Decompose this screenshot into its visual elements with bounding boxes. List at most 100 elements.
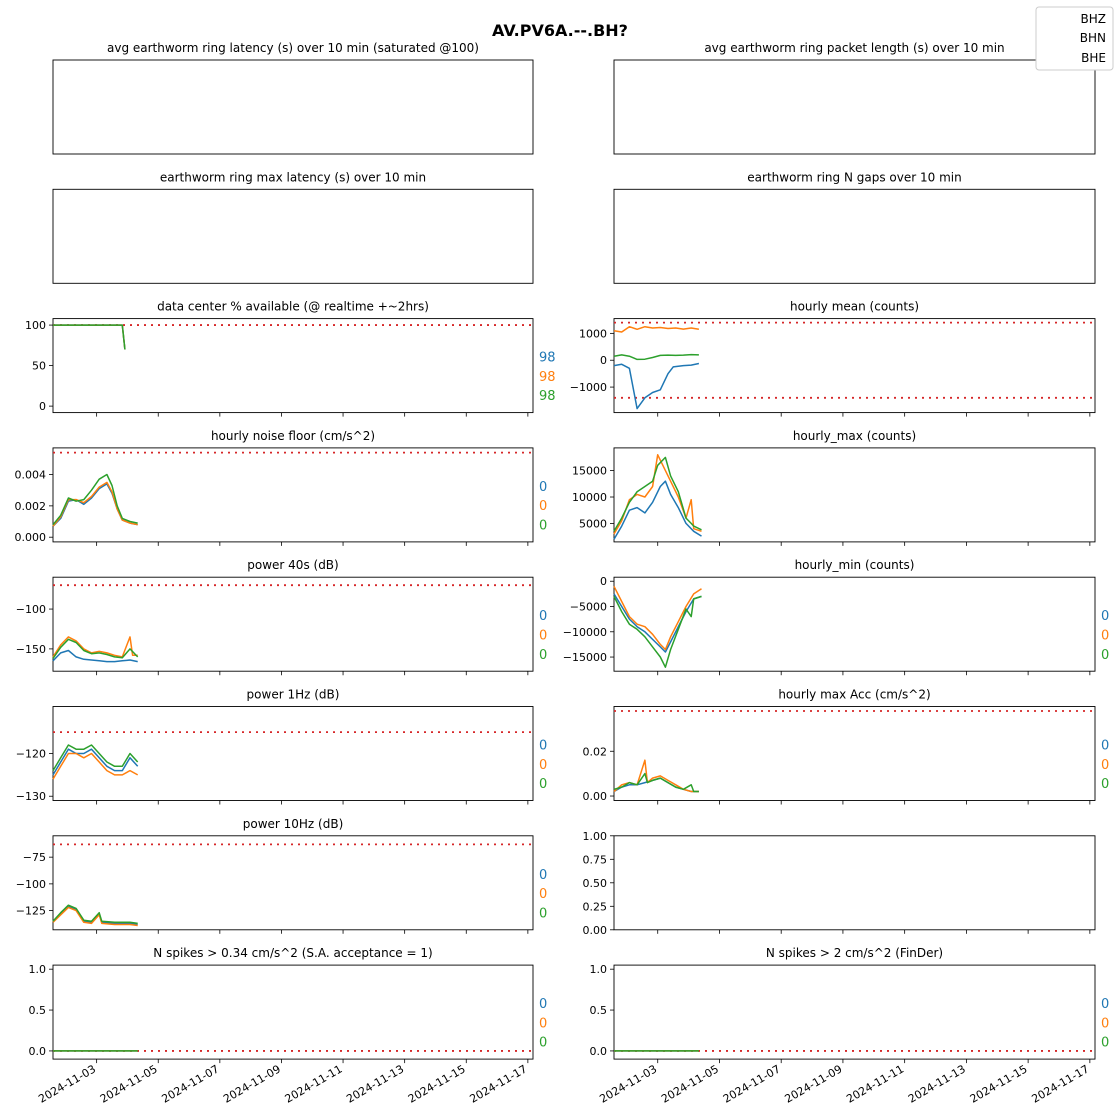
stat-value: 0 (539, 1016, 547, 1031)
stat-value: 0 (539, 480, 547, 495)
series-bhn (613, 759, 699, 793)
y-tick-label: 5000 (579, 517, 607, 530)
y-tick-label: 0.0 (590, 1045, 608, 1058)
x-tick-label: 2024-11-11 (844, 1062, 906, 1105)
panels: avg earthworm ring latency (s) over 10 m… (15, 41, 1110, 1106)
y-tick-label: 100 (25, 319, 46, 332)
stat-value: 98 (539, 351, 556, 366)
panel-power-1hz: power 1Hz (dB) −130 −120 0 0 0 (16, 688, 547, 805)
panel-power-10hz: power 10Hz (dB) −125 −100 −75 0 0 0 (16, 817, 547, 934)
stat-value: 0 (539, 609, 547, 624)
y-tick-label: 1000 (579, 327, 607, 340)
panel-hourly-mean: hourly mean (counts) −1000 0 1000 (570, 300, 1096, 417)
plot-frame (52, 706, 534, 801)
y-tick-label: −75 (23, 851, 46, 864)
panel-title: hourly_max (counts) (793, 429, 916, 443)
y-tick-label: −100 (16, 878, 46, 891)
stat-value: 0 (539, 868, 547, 883)
stat-value: 0 (1101, 648, 1109, 663)
y-tick-label: 0.5 (590, 1004, 608, 1017)
series-bhe (613, 595, 702, 668)
y-tick-label: 0.004 (15, 469, 47, 482)
series-bhe (52, 744, 139, 771)
stat-value: 0 (539, 499, 547, 514)
panel-max-acc: hourly max Acc (cm/s^2) 0.00 0.02 0 0 0 (583, 688, 1109, 805)
legend-entry-bhe: BHE (1081, 51, 1106, 65)
x-tick-label: 2024-11-07 (721, 1062, 783, 1105)
x-tick-label: 2024-11-07 (159, 1062, 221, 1105)
y-tick-label: 0.75 (583, 853, 608, 866)
panel-spikes-034: N spikes > 0.34 cm/s^2 (S.A. acceptance … (29, 946, 548, 1106)
y-tick-label: 0.002 (15, 500, 47, 513)
y-tick-label: 50 (32, 360, 46, 373)
series-bhz (52, 649, 138, 663)
series-bhe (52, 473, 138, 526)
x-tick-label: 2024-11-09 (783, 1062, 845, 1105)
panel-avg-packet: avg earthworm ring packet length (s) ove… (613, 41, 1096, 155)
series-bhe (613, 456, 702, 532)
x-tick-label: 2024-11-03 (597, 1062, 659, 1105)
y-tick-label: −10000 (563, 626, 607, 639)
y-tick-label: 0 (600, 575, 607, 588)
plot-frame (52, 59, 534, 155)
y-tick-label: −100 (16, 603, 46, 616)
panel-title: power 40s (dB) (247, 558, 338, 572)
series-bhn (53, 324, 126, 350)
stat-value: 0 (539, 1036, 547, 1051)
x-tick-label: 2024-11-05 (659, 1062, 721, 1105)
stat-value: 98 (539, 370, 556, 385)
stat-value: 0 (539, 519, 547, 534)
series-bhz (613, 593, 702, 653)
stat-value: 0 (539, 997, 547, 1012)
panel-title: power 10Hz (dB) (243, 817, 344, 831)
y-tick-label: 0.00 (583, 790, 608, 803)
stat-value: 0 (1101, 1016, 1109, 1031)
series-bhz (52, 748, 139, 776)
y-tick-label: 0.0 (29, 1045, 47, 1058)
legend-entry-bhz: BHZ (1081, 12, 1106, 26)
y-tick-label: 1.0 (29, 963, 47, 976)
plot-frame (613, 188, 1096, 284)
y-tick-label: −5000 (570, 601, 607, 614)
series-bhn (613, 454, 702, 535)
y-tick-label: 1.0 (590, 963, 608, 976)
stat-value: 0 (1101, 1036, 1109, 1051)
plot-frame (52, 188, 534, 284)
panel-noise-floor: hourly noise floor (cm/s^2) 0.000 0.002 0.0… (15, 429, 547, 546)
panel-title: hourly mean (counts) (790, 300, 919, 314)
y-tick-label: 15000 (572, 465, 607, 478)
y-tick-label: 0.02 (583, 745, 608, 758)
legend: BHZ BHN BHE (1035, 6, 1114, 71)
stat-value: 0 (1101, 997, 1109, 1012)
y-tick-label: −125 (16, 905, 46, 918)
plot-frame (613, 706, 1096, 801)
stat-value: 98 (539, 389, 556, 404)
panel-blank: 0.00 0.25 0.50 0.75 1.00 (583, 830, 1096, 937)
stat-value: 0 (1101, 777, 1109, 792)
series-bhn (52, 906, 138, 927)
y-tick-label: 10000 (572, 491, 607, 504)
x-tick-label: 2024-11-17 (467, 1062, 529, 1105)
y-tick-label: −150 (16, 643, 46, 656)
series-bhe (613, 772, 699, 793)
series-bhe (613, 353, 699, 361)
stat-value: 0 (539, 758, 547, 773)
series-bhe (52, 638, 139, 659)
plot-frame (52, 318, 534, 414)
panel-power-40s: power 40s (dB) −150 −100 0 0 0 (16, 558, 547, 676)
stat-value: 0 (539, 887, 547, 902)
y-tick-label: −130 (16, 790, 46, 803)
panel-spikes-2: N spikes > 2 cm/s^2 (FinDer) 0.0 0.5 1.0 202… (590, 946, 1110, 1106)
panel-title: avg earthworm ring latency (s) over 10 m… (107, 41, 479, 55)
x-tick-label: 2024-11-11 (283, 1062, 345, 1105)
plot-frame (52, 576, 534, 672)
x-tick-label: 2024-11-17 (1029, 1062, 1091, 1105)
series-bhe (52, 904, 138, 925)
series-bhe (53, 324, 126, 350)
panel-n-gaps: earthworm ring N gaps over 10 min (613, 170, 1096, 284)
figure-title: AV.PV6A.--.BH? (492, 21, 628, 40)
y-tick-label: 0.00 (583, 924, 608, 937)
plot-frame (613, 576, 1096, 672)
y-tick-label: −15000 (563, 651, 607, 664)
stat-value: 0 (1101, 609, 1109, 624)
